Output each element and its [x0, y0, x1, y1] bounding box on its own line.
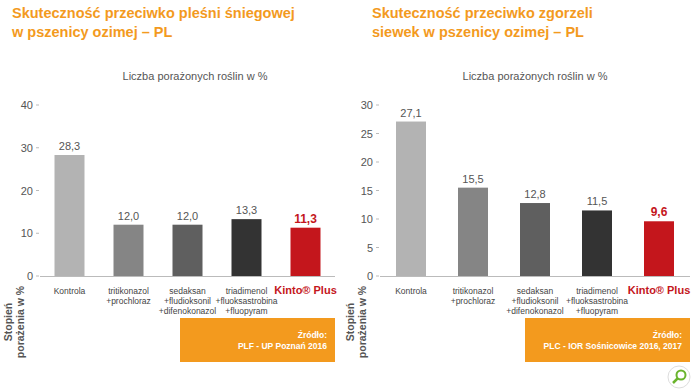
source-text: PLF - UP Poznań 2016 [238, 341, 327, 351]
bar [173, 225, 203, 276]
tick-label: 20 [21, 185, 33, 197]
category-label: tritikonazol+prochloraz [106, 286, 151, 306]
chart-subtitle: Liczba porażonych roślin w % [463, 70, 608, 82]
bars [55, 155, 321, 276]
category-label: sedaksan+fludioksonil+difenokonazol [159, 286, 217, 316]
tick-label: 15 [361, 185, 373, 197]
data-label: 11,5 [587, 195, 608, 207]
bar [520, 203, 550, 276]
chart-canvas: Skuteczność przeciwko pleśni śniegowejw … [0, 0, 693, 390]
bar [114, 225, 144, 276]
chart-title: Skuteczność przeciwko zgorzelisiewek w p… [372, 5, 593, 40]
tick-label: 40 [21, 99, 33, 111]
bar [582, 210, 612, 276]
bar [644, 221, 674, 276]
data-label: 27,1 [400, 107, 421, 119]
axis-title: Stopieńporażenia w % [2, 285, 26, 358]
source-text: Źródło: [298, 330, 327, 340]
tick-mark [376, 190, 379, 191]
data-label: 12,0 [118, 210, 139, 222]
source-box [525, 318, 690, 362]
tick-mark [36, 105, 39, 106]
zoom-handle [673, 378, 678, 383]
data-label: 28,3 [59, 140, 80, 152]
bar [396, 122, 426, 276]
data-label: 11,3 [294, 212, 317, 226]
tick-mark [36, 147, 39, 148]
category-label: tritikonazol+prochloraz [451, 286, 496, 306]
chart-subtitle: Liczba porażonych roślin w % [123, 70, 268, 82]
tick-label: 0 [367, 270, 373, 282]
axis-line [40, 276, 335, 277]
tick-mark [36, 276, 39, 277]
zoom-bg [668, 366, 690, 388]
data-label: 12,8 [524, 188, 545, 200]
category-label: sedaksan+fludioksonil+difenokonazol [506, 286, 564, 316]
data-label: 9,6 [651, 205, 668, 219]
axis-title: Stopieńporażenia w % [344, 285, 368, 358]
tick-mark [36, 233, 39, 234]
tick-label: 10 [21, 227, 33, 239]
data-label: 15,5 [462, 173, 483, 185]
data-label: 12,0 [177, 210, 198, 222]
zoom-icon [668, 366, 690, 388]
tick-label: 25 [361, 128, 373, 140]
y-label-group: Stopieńporażenia w % [2, 285, 26, 358]
chart-panel: Skuteczność przeciwko pleśni śniegowejw … [2, 5, 337, 362]
tick-label: 10 [361, 213, 373, 225]
y-label-group: Stopieńporażenia w % [344, 285, 368, 358]
tick-label: 30 [361, 99, 373, 111]
tick-label: 5 [367, 242, 373, 254]
category-label: Kontrola [395, 286, 427, 296]
bar [232, 219, 262, 276]
category-label: triadimenol+fluoksastrobina+fluopyram [566, 286, 628, 316]
source-text: Źródło: [653, 330, 682, 340]
bar [291, 228, 321, 276]
bars [396, 122, 674, 276]
data-label: 13,3 [236, 204, 257, 216]
tick-mark [376, 162, 379, 163]
tick-mark [376, 247, 379, 248]
category-label: Kontrola [54, 286, 86, 296]
tick-mark [36, 190, 39, 191]
tick-label: 30 [21, 142, 33, 154]
tick-mark [376, 276, 379, 277]
category-label: Kinto® Plus [628, 284, 691, 296]
category-label: Kinto® Plus [274, 284, 337, 296]
tick-mark [376, 219, 379, 220]
tick-mark [376, 133, 379, 134]
tick-label: 0 [27, 270, 33, 282]
tick-mark [376, 105, 379, 106]
bar [458, 188, 488, 276]
source-box [180, 318, 335, 362]
category-label: triadimenol+fluoksastrobina+fluopyram [215, 286, 277, 316]
axis-line [380, 276, 690, 277]
bar [55, 155, 85, 276]
chart-panel: Skuteczność przeciwko zgorzelisiewek w p… [344, 5, 690, 362]
chart-title: Skuteczność przeciwko pleśni śniegowejw … [11, 5, 295, 40]
tick-label: 20 [361, 156, 373, 168]
source-text: PLC - IOR Sośnicowice 2016, 2017 [544, 341, 683, 351]
